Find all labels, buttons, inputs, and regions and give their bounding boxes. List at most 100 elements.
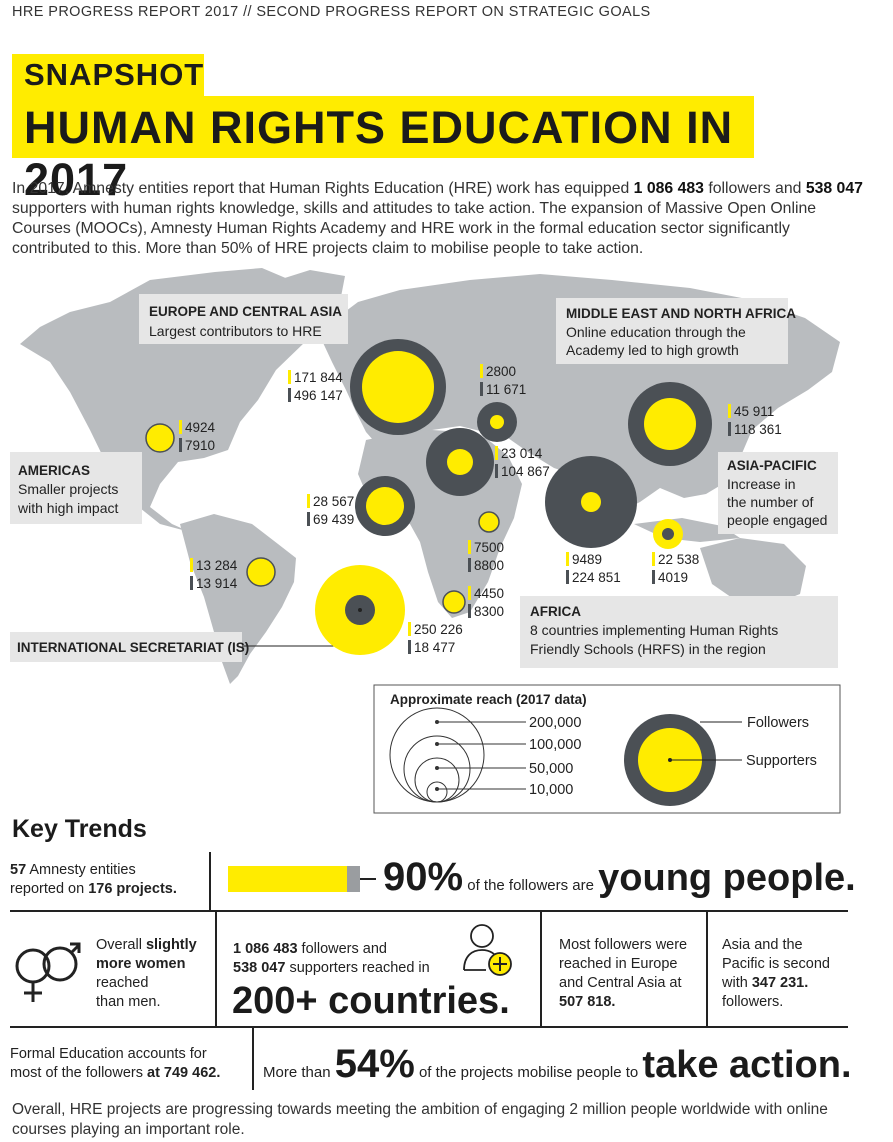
young-mid: of the followers are	[463, 877, 599, 894]
supporters-tick	[408, 622, 411, 636]
asia-cell: Asia and the Pacific is second with 347 …	[722, 936, 848, 1012]
africa-desc-2: Friendly Schools (HRFS) in the region	[530, 641, 766, 657]
reach-followers-text: followers and	[297, 941, 387, 957]
supporters-tick	[495, 446, 498, 460]
legend-scale-circles	[389, 707, 485, 803]
key-trends-title: Key Trends	[12, 815, 147, 843]
divider-row1-bottom	[10, 910, 848, 912]
followers-tick	[566, 570, 569, 584]
map-label-11: 250 226 18 477	[408, 622, 463, 655]
intro-followers: 1 086 483	[633, 180, 704, 197]
followers-tick	[408, 640, 411, 654]
europe-desc: Largest contributors to HRE	[149, 323, 322, 339]
countries-statement: 200+ countries.	[232, 980, 510, 1022]
legend-dot-200k	[435, 720, 439, 724]
legend-scale-10k: 10,000	[529, 782, 573, 798]
add-person-icon	[463, 924, 512, 976]
map-label-10: 4450 8300	[468, 586, 504, 619]
footer-text: Overall, HRE projects are progressing to…	[12, 1101, 828, 1138]
supporters-value: 250 226	[414, 622, 463, 637]
supporters-value: 4924	[185, 420, 216, 435]
supporters-tick	[288, 370, 291, 384]
australia-shape	[700, 538, 806, 606]
snapshot-banner: SNAPSHOT -	[12, 54, 204, 128]
bubble-americas-north	[145, 423, 175, 453]
map-label-5: 28 567 69 439	[307, 494, 354, 527]
legend-scale-200k: 200,000	[529, 715, 581, 731]
europe-cell: Most followers were reached in Europe an…	[559, 936, 704, 1012]
bubble-west-africa-supporters	[366, 487, 404, 525]
intro-text-2: followers and	[703, 180, 806, 197]
legend-dot-50k	[435, 766, 439, 770]
bubble-europe-supporters	[362, 351, 434, 423]
young-bar-line	[360, 878, 376, 880]
supporters-value: 45 911	[734, 404, 774, 419]
map-label-2: 2800 11 671	[480, 364, 526, 397]
followers-value: 69 439	[313, 512, 354, 527]
divider-row2-col3	[706, 912, 708, 1026]
divider-row3-col	[252, 1028, 254, 1090]
mena-desc-1: Online education through the	[566, 324, 746, 340]
divider-row2-col2	[540, 912, 542, 1026]
bubble-sea-followers	[662, 528, 674, 540]
map-label-3: 23 014 104 867	[495, 446, 550, 479]
asia-3: with	[722, 975, 752, 991]
mob-mid: of the projects mobilise people to	[414, 1064, 643, 1081]
map-label-0: 171 844 496 147	[288, 370, 343, 403]
projects-num: 176 projects.	[88, 881, 177, 897]
young-statement: 90% of the followers are young people.	[383, 855, 856, 900]
intro-paragraph: In 2017, Amnesty entities report that Hu…	[12, 179, 872, 259]
entities-cell: 57 Amnesty entities reported on 176 proj…	[10, 861, 205, 899]
americas-title: AMERICAS	[18, 463, 90, 478]
followers-value: 7910	[185, 438, 215, 453]
legend-scale-lines	[437, 721, 526, 790]
followers-tick	[468, 558, 471, 572]
africa-title: AFRICA	[530, 604, 581, 619]
is-box	[10, 632, 242, 662]
supporters-value: 171 844	[294, 370, 343, 385]
followers-value: 496 147	[294, 388, 343, 403]
women-2: slightly	[145, 937, 197, 953]
legend-dot-10k	[435, 787, 439, 791]
europe-2: reached in Europe	[559, 956, 678, 972]
reach-cell: 1 086 483 followers and 538 047 supporte…	[233, 940, 473, 978]
followers-value: 8300	[474, 604, 504, 619]
map-label-9: 13 284 13 914	[190, 558, 238, 591]
followers-value: 18 477	[414, 640, 455, 655]
entities-num: 57	[10, 862, 27, 878]
asia-desc-3: people engaged	[727, 512, 827, 528]
legend-dot-100k	[435, 742, 439, 746]
asia-num: 347 231.	[751, 975, 809, 991]
mob-pct: 54%	[334, 1042, 415, 1086]
followers-tick	[179, 438, 182, 452]
followers-value: 224 851	[572, 570, 621, 585]
mena-desc-2: Academy led to high growth	[566, 342, 739, 358]
asia-2: Pacific is second	[722, 956, 830, 972]
legend-scale-dots	[435, 720, 439, 791]
followers-tick	[468, 604, 471, 618]
legend-title: Approximate reach (2017 data)	[390, 692, 587, 707]
supporters-tick	[190, 558, 193, 572]
supporters-tick	[480, 364, 483, 378]
supporters-value: 9489	[572, 552, 602, 567]
bubble-south-asia-supporters	[581, 492, 601, 512]
formal-num: at 749 462.	[147, 1065, 221, 1081]
followers-tick	[190, 576, 193, 590]
bubble-south-america	[246, 557, 276, 587]
women-5: than men.	[96, 994, 161, 1010]
mob-pre: More than	[263, 1064, 335, 1081]
bubble-southern-africa	[442, 590, 466, 614]
supporters-tick	[566, 552, 569, 566]
bubble-east-africa	[478, 511, 500, 533]
legend-supporters-label: Supporters	[746, 753, 817, 769]
young-pct: 90%	[383, 855, 464, 899]
africa-box	[520, 596, 838, 668]
women-1: Overall	[96, 937, 146, 953]
women-3: more women	[96, 956, 186, 972]
europe-title: EUROPE AND CENTRAL ASIA	[149, 304, 342, 319]
followers-value: 118 361	[734, 422, 782, 437]
map-label-1: 4924 7910	[179, 420, 216, 453]
followers-value: 13 914	[196, 576, 238, 591]
women-4: reached	[96, 975, 149, 991]
supporters-tick	[179, 420, 182, 434]
